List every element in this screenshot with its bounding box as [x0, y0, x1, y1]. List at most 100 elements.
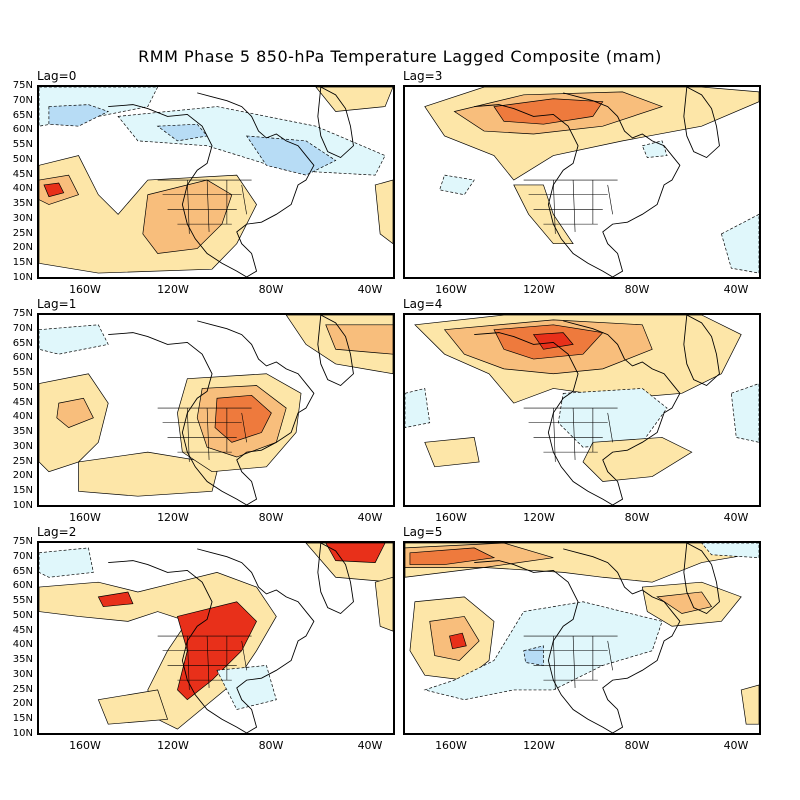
- latitude-tick-label: 40N: [12, 639, 33, 651]
- panel-label: Lag=3: [403, 69, 443, 83]
- longitude-tick-label: 120W: [523, 739, 555, 752]
- latitude-tick-label: 25N: [12, 455, 33, 467]
- warm-anomaly-shade: [374, 576, 393, 632]
- latitude-tick-label: 75N: [12, 536, 33, 547]
- latitude-tick-label: 40N: [12, 183, 33, 195]
- cool-anomaly-shade: [39, 324, 109, 355]
- latitude-tick-label: 45N: [12, 168, 33, 180]
- longitude-tick-label: 80W: [624, 283, 650, 296]
- latitude-tick-label: 55N: [12, 139, 33, 151]
- longitude-tick-label: 120W: [523, 283, 555, 296]
- coastline: [474, 92, 681, 277]
- latitude-tick-label: 40N: [12, 411, 33, 423]
- latitude-tick-label: 55N: [12, 595, 33, 607]
- figure-title: RMM Phase 5 850-hPa Temperature Lagged C…: [138, 47, 662, 66]
- latitude-tick-label: 20N: [12, 470, 33, 482]
- latitude-tick-label: 30N: [12, 668, 33, 680]
- map-frame: [403, 541, 761, 735]
- longitude-tick-label: 40W: [357, 739, 383, 752]
- warm-anomaly-shade: [449, 632, 467, 650]
- warm-anomaly-shade: [409, 547, 496, 565]
- warm-anomaly-shade: [97, 591, 134, 608]
- latitude-tick-label: 15N: [12, 713, 33, 725]
- longitude-tick-label: 40W: [357, 283, 383, 296]
- cool-anomaly-shade: [439, 174, 475, 196]
- warm-anomaly-shade: [374, 179, 393, 245]
- greenland-coastline: [317, 543, 354, 615]
- warm-anomaly-shade: [43, 182, 65, 198]
- state-boundaries: [157, 407, 252, 462]
- latitude-tick-label: 50N: [12, 153, 33, 165]
- latitude-tick-label: 65N: [12, 565, 33, 577]
- latitude-tick-label: 60N: [12, 580, 33, 592]
- state-boundaries: [523, 407, 618, 462]
- state-boundaries: [157, 635, 252, 690]
- anomaly-map: [39, 543, 393, 733]
- greenland-coastline: [683, 315, 720, 387]
- warm-anomaly-shade: [214, 394, 272, 443]
- latitude-tick-label: 45N: [12, 624, 33, 636]
- longitude-tick-label: 160W: [435, 511, 467, 524]
- latitude-tick-label: 75N: [12, 308, 33, 319]
- latitude-tick-label: 20N: [12, 242, 33, 254]
- latitude-tick-label: 10N: [12, 272, 33, 283]
- warm-anomaly-shade: [656, 591, 713, 614]
- latitude-tick-label: 25N: [12, 683, 33, 695]
- map-frame: [403, 85, 761, 279]
- warm-anomaly-shade: [740, 684, 759, 725]
- latitude-tick-label: 30N: [12, 440, 33, 452]
- panel-label: Lag=5: [403, 525, 443, 539]
- cool-anomaly-shade: [405, 388, 431, 428]
- longitude-tick-label: 160W: [435, 739, 467, 752]
- longitude-tick-label: 40W: [723, 283, 749, 296]
- latitude-tick-label: 15N: [12, 485, 33, 497]
- warm-anomaly-shade: [97, 689, 169, 725]
- coastline: [108, 92, 315, 277]
- cool-anomaly-shade: [39, 547, 94, 578]
- latitude-tick-label: 60N: [12, 124, 33, 136]
- longitude-tick-label: 80W: [624, 739, 650, 752]
- latitude-tick-label: 50N: [12, 609, 33, 621]
- warm-anomaly-shade: [513, 184, 574, 245]
- coastline: [474, 548, 681, 733]
- cool-anomaly-shade: [641, 140, 668, 158]
- coastline: [474, 320, 681, 505]
- latitude-tick-label: 45N: [12, 396, 33, 408]
- longitude-tick-label: 40W: [723, 511, 749, 524]
- latitude-tick-label: 25N: [12, 227, 33, 239]
- latitude-tick-label: 35N: [12, 654, 33, 666]
- warm-anomaly-shade: [142, 179, 233, 254]
- anomaly-map: [39, 87, 393, 277]
- state-boundaries: [523, 179, 618, 234]
- panel-label: Lag=2: [37, 525, 77, 539]
- panel-label: Lag=0: [37, 69, 77, 83]
- latitude-tick-label: 35N: [12, 426, 33, 438]
- latitude-tick-label: 30N: [12, 212, 33, 224]
- warm-anomaly-shade: [315, 87, 393, 112]
- latitude-tick-label: 65N: [12, 337, 33, 349]
- cool-anomaly-shade: [721, 213, 759, 274]
- map-frame: [403, 313, 761, 507]
- map-frame: [37, 85, 395, 279]
- coastline: [108, 320, 315, 505]
- latitude-tick-label: 20N: [12, 698, 33, 710]
- anomaly-map: [39, 315, 393, 505]
- cool-anomaly-shade: [730, 383, 759, 443]
- longitude-tick-label: 120W: [157, 283, 189, 296]
- latitude-tick-label: 15N: [12, 257, 33, 269]
- longitude-tick-label: 160W: [69, 283, 101, 296]
- latitude-tick-label: 55N: [12, 367, 33, 379]
- warm-anomaly-shade: [424, 437, 480, 468]
- map-frame: [37, 541, 395, 735]
- cool-anomaly-shade: [48, 104, 110, 127]
- longitude-tick-label: 120W: [157, 511, 189, 524]
- longitude-tick-label: 40W: [723, 739, 749, 752]
- latitude-tick-label: 70N: [12, 94, 33, 106]
- greenland-coastline: [317, 315, 354, 387]
- latitude-tick-label: 10N: [12, 500, 33, 511]
- anomaly-map: [405, 315, 759, 505]
- panel-label: Lag=1: [37, 297, 77, 311]
- longitude-tick-label: 80W: [258, 511, 284, 524]
- greenland-coastline: [683, 87, 720, 159]
- longitude-tick-label: 120W: [157, 739, 189, 752]
